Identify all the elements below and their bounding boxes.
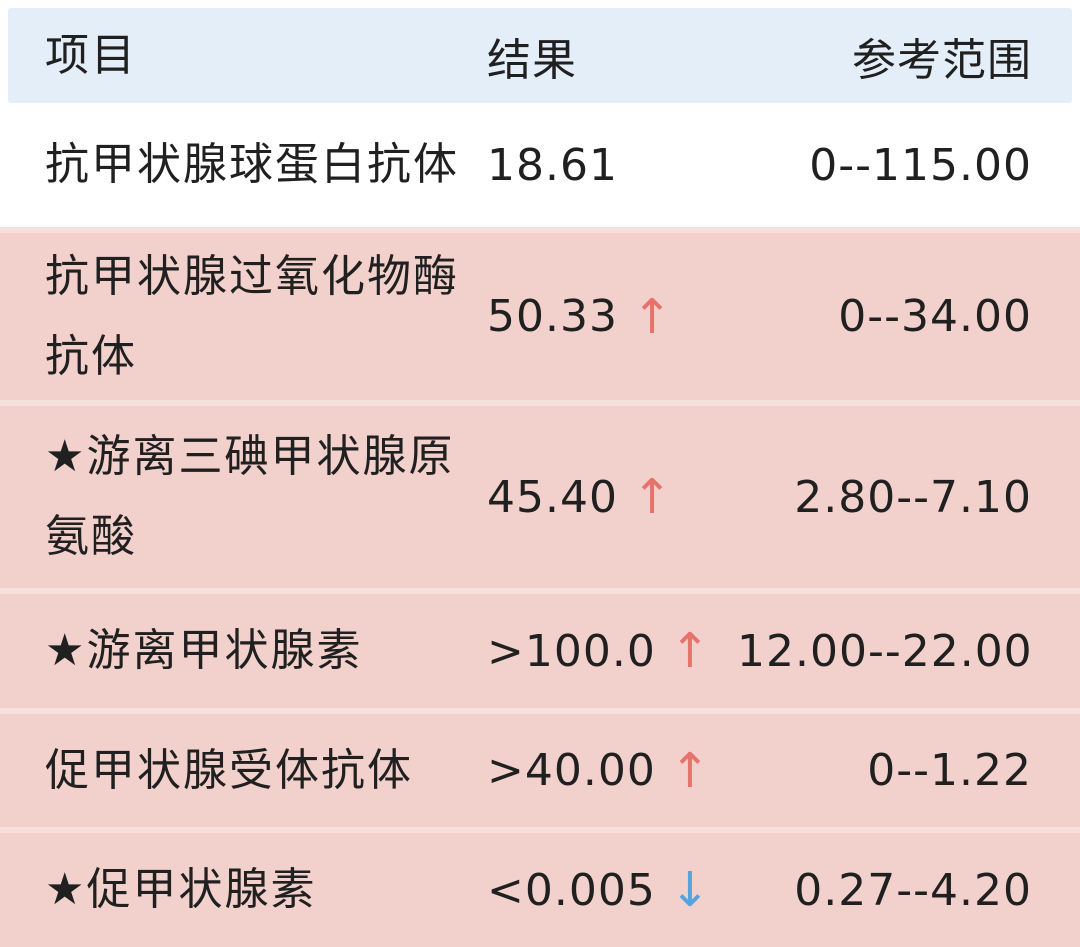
- header-item-column: 项目: [45, 29, 137, 81]
- table-row: ★游离甲状腺素 >100.0 ↑ 12.00--22.00: [0, 588, 1080, 708]
- test-item-name: ★促甲状腺素: [45, 864, 317, 915]
- table-row: 促甲状腺受体抗体 >40.00 ↑ 0--1.22: [0, 708, 1080, 827]
- test-item-name: 抗甲状腺球蛋白抗体: [45, 139, 459, 190]
- reference-range: 0--115.00: [809, 139, 1032, 191]
- reference-range: 0.27--4.20: [794, 864, 1032, 916]
- table-row: 抗甲状腺球蛋白抗体 18.61 0--115.00: [0, 103, 1080, 227]
- test-result-value: 50.33: [487, 291, 618, 342]
- test-item-name: ★游离三碘甲状腺原氨酸: [45, 431, 455, 562]
- arrow-up-icon: ↑: [669, 623, 712, 679]
- arrow-up-icon: ↑: [669, 742, 712, 799]
- arrow-down-icon: ↓: [669, 862, 712, 918]
- table-row: ★促甲状腺素 <0.005 ↓ 0.27--4.20: [0, 827, 1080, 947]
- test-item-name: 抗甲状腺过氧化物酶抗体: [45, 250, 459, 382]
- table-header-wrap: 项目 结果 参考范围: [0, 0, 1080, 103]
- test-item-name: 促甲状腺受体抗体: [45, 744, 413, 796]
- reference-range: 0--34.00: [838, 291, 1032, 342]
- table-header: 项目 结果 参考范围: [8, 8, 1072, 103]
- test-result-value: >100.0: [487, 625, 656, 677]
- arrow-up-icon: ↑: [631, 288, 674, 345]
- test-result-value: <0.005: [487, 864, 656, 916]
- arrow-up-icon: ↑: [631, 469, 674, 525]
- header-range-column: 参考范围: [852, 34, 1032, 86]
- test-result-value: 45.40: [487, 471, 618, 523]
- table-row: 抗甲状腺过氧化物酶抗体 50.33 ↑ 0--34.00: [0, 227, 1080, 400]
- test-result-value: 18.61: [487, 139, 618, 191]
- table-row: ★游离三碘甲状腺原氨酸 45.40 ↑ 2.80--7.10: [0, 400, 1080, 588]
- test-item-name: ★游离甲状腺素: [45, 625, 363, 676]
- reference-range: 12.00--22.00: [737, 625, 1033, 677]
- reference-range: 0--1.22: [867, 745, 1032, 796]
- header-result-column: 结果: [487, 34, 577, 86]
- reference-range: 2.80--7.10: [794, 471, 1032, 523]
- test-result-value: >40.00: [487, 745, 656, 796]
